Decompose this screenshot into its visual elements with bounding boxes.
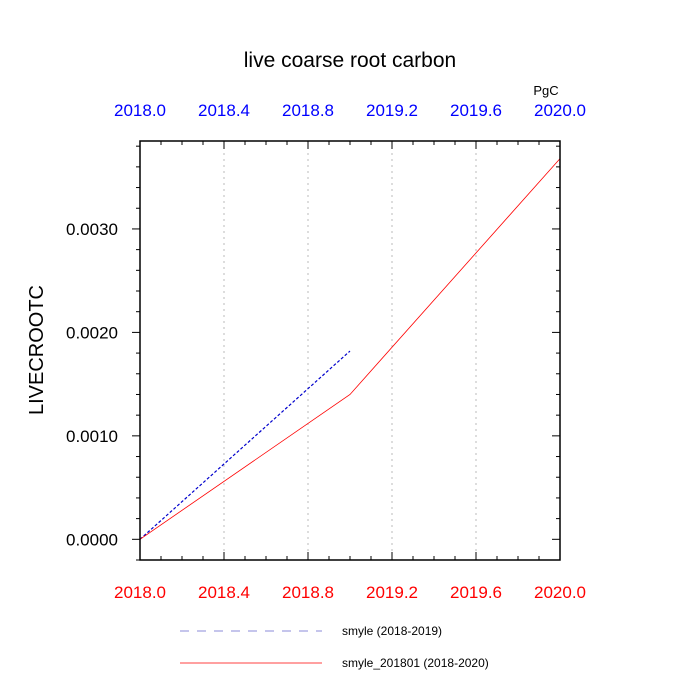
x-tick-label-top: 2018.4 [198, 101, 250, 120]
x-tick-label-top: 2019.2 [366, 101, 418, 120]
legend: smyle (2018-2019) smyle_201801 (2018-2020… [180, 624, 489, 670]
x-tick-label-bottom: 2020.0 [534, 583, 586, 602]
x-tick-label-top: 2020.0 [534, 101, 586, 120]
y-tick-label: 0.0030 [66, 220, 118, 239]
x-tick-label-bottom: 2018.4 [198, 583, 250, 602]
ticks [132, 141, 561, 561]
y-axis-label: LIVECROOTC [26, 285, 48, 415]
x-tick-label-bottom: 2018.8 [282, 583, 334, 602]
grid [223, 141, 477, 560]
series-line-2 [139, 158, 561, 540]
plot-frame [139, 140, 561, 561]
x-tick-label-top: 2019.6 [450, 101, 502, 120]
x-tick-label-bottom: 2019.2 [366, 583, 418, 602]
series-layer [139, 158, 561, 540]
x-tick-label-bottom: 2019.6 [450, 583, 502, 602]
series-line-1 [139, 350, 351, 540]
tick-labels: 2018.0 2018.0 2018.4 2018.4 2018.8 2018.8 2019… [66, 101, 586, 602]
y-tick-label: 0.0000 [66, 530, 118, 549]
chart-title: live coarse root carbon [244, 49, 456, 72]
y-tick-label: 0.0020 [66, 323, 118, 342]
units-label: PgC [533, 83, 558, 98]
x-tick-label-bottom: 2018.0 [114, 583, 166, 602]
legend-label-1: smyle (2018-2019) [342, 624, 442, 638]
y-tick-label: 0.0010 [66, 427, 118, 446]
legend-label-2: smyle_201801 (2018-2020) [342, 656, 489, 670]
x-tick-label-top: 2018.8 [282, 101, 334, 120]
x-tick-label-top: 2018.0 [114, 101, 166, 120]
